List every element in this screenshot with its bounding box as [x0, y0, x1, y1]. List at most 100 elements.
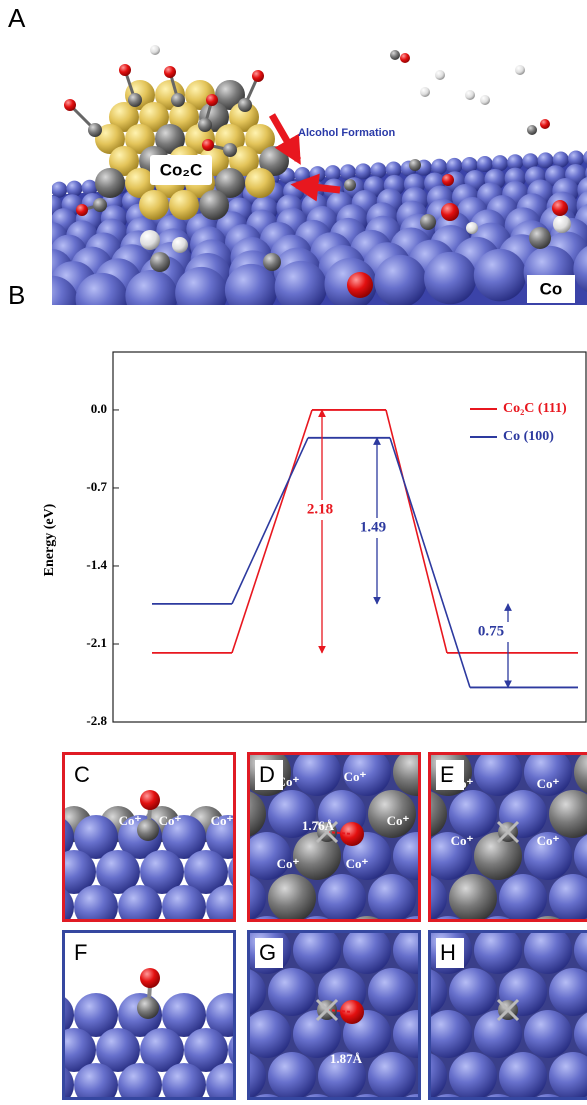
- atom: [524, 1010, 572, 1058]
- annotation: 0.75: [478, 623, 504, 639]
- atom: [268, 706, 316, 754]
- atom: [238, 98, 252, 112]
- atom: [293, 926, 341, 974]
- legend-label: Co (100): [503, 429, 554, 444]
- atom: [368, 874, 416, 922]
- atom: [409, 159, 421, 171]
- panel-letter: D: [259, 762, 275, 787]
- atom: [128, 93, 142, 107]
- atom: [243, 1010, 291, 1058]
- atom: [418, 706, 466, 754]
- atom: [368, 706, 416, 754]
- atom: [206, 94, 218, 106]
- atom: [198, 118, 212, 132]
- atom: [420, 87, 430, 97]
- atom-label: Co⁺: [346, 856, 369, 871]
- atom: [268, 1052, 316, 1100]
- atom: [355, 163, 371, 179]
- panel-letter: F: [74, 940, 87, 965]
- atom: [36, 182, 52, 198]
- atom: [64, 99, 76, 111]
- atom: [347, 272, 373, 298]
- atom: [26, 276, 78, 328]
- arrow: [296, 185, 340, 190]
- atom: [474, 748, 522, 796]
- atom: [424, 252, 476, 304]
- atom: [499, 874, 547, 922]
- atom: [344, 179, 356, 191]
- connector: [390, 438, 470, 688]
- panel-letter: H: [440, 940, 456, 965]
- atom: [318, 874, 366, 922]
- atom: [139, 190, 169, 220]
- atom: [140, 230, 160, 250]
- legend-label: Co₂C (111): [503, 401, 567, 416]
- atom: [171, 93, 185, 107]
- atom-label: Co⁺: [159, 813, 182, 828]
- atom: [529, 227, 551, 249]
- atom: [74, 885, 118, 929]
- atom: [199, 190, 229, 220]
- atom: [318, 706, 366, 754]
- atom: [499, 1052, 547, 1100]
- atom-label: Co⁺: [344, 769, 367, 784]
- atom: [293, 748, 341, 796]
- atom: [449, 1052, 497, 1100]
- atom: [30, 885, 74, 929]
- scene: [5, 38, 587, 328]
- atom: [125, 270, 177, 322]
- atom: [172, 237, 188, 253]
- atom: [390, 50, 400, 60]
- atom: [370, 162, 386, 178]
- connector: [232, 438, 308, 604]
- atom: [524, 926, 572, 974]
- atom: [162, 885, 206, 929]
- panel-letter: B: [8, 280, 25, 310]
- panel-letter: C: [74, 762, 90, 787]
- atom-label: Co⁺: [537, 833, 560, 848]
- atom: [66, 181, 82, 197]
- atom: [400, 53, 410, 63]
- panel-a: Co₂CAlcohol FormationCo: [5, 38, 587, 328]
- atom: [435, 70, 445, 80]
- atom: [202, 139, 214, 151]
- atom: [93, 198, 107, 212]
- atom: [51, 182, 67, 198]
- atom: [206, 885, 250, 929]
- atom: [119, 64, 131, 76]
- atom: [540, 119, 550, 129]
- atom: [549, 706, 587, 754]
- atom: [449, 706, 497, 754]
- annotation: 1.49: [360, 519, 386, 535]
- atom: [442, 174, 454, 186]
- atom: [552, 200, 568, 216]
- atom-label: Co⁺: [277, 856, 300, 871]
- atom: [466, 222, 478, 234]
- atom: [15, 237, 52, 274]
- atom: [553, 151, 569, 167]
- atom: [499, 706, 547, 754]
- atom-label: 1.76Å: [302, 818, 335, 833]
- y-tick-label: 0.0: [91, 401, 107, 416]
- atom: [140, 790, 160, 810]
- arrow-label: Alcohol Formation: [298, 127, 395, 139]
- atom: [553, 215, 571, 233]
- atom-label: Co⁺: [451, 833, 474, 848]
- atom: [76, 204, 88, 216]
- atom: [538, 152, 554, 168]
- atom-label: Co⁺: [451, 776, 474, 791]
- atom-label: Co⁺: [277, 774, 300, 789]
- atom: [245, 168, 275, 198]
- atom: [150, 252, 170, 272]
- atom: [527, 125, 537, 135]
- atom: [218, 706, 266, 754]
- atom: [88, 123, 102, 137]
- y-tick-label: -0.7: [86, 479, 107, 494]
- atom: [294, 167, 310, 183]
- atom: [465, 90, 475, 100]
- atom: [175, 267, 227, 319]
- y-tick-label: -2.8: [86, 713, 107, 728]
- atom: [76, 273, 128, 325]
